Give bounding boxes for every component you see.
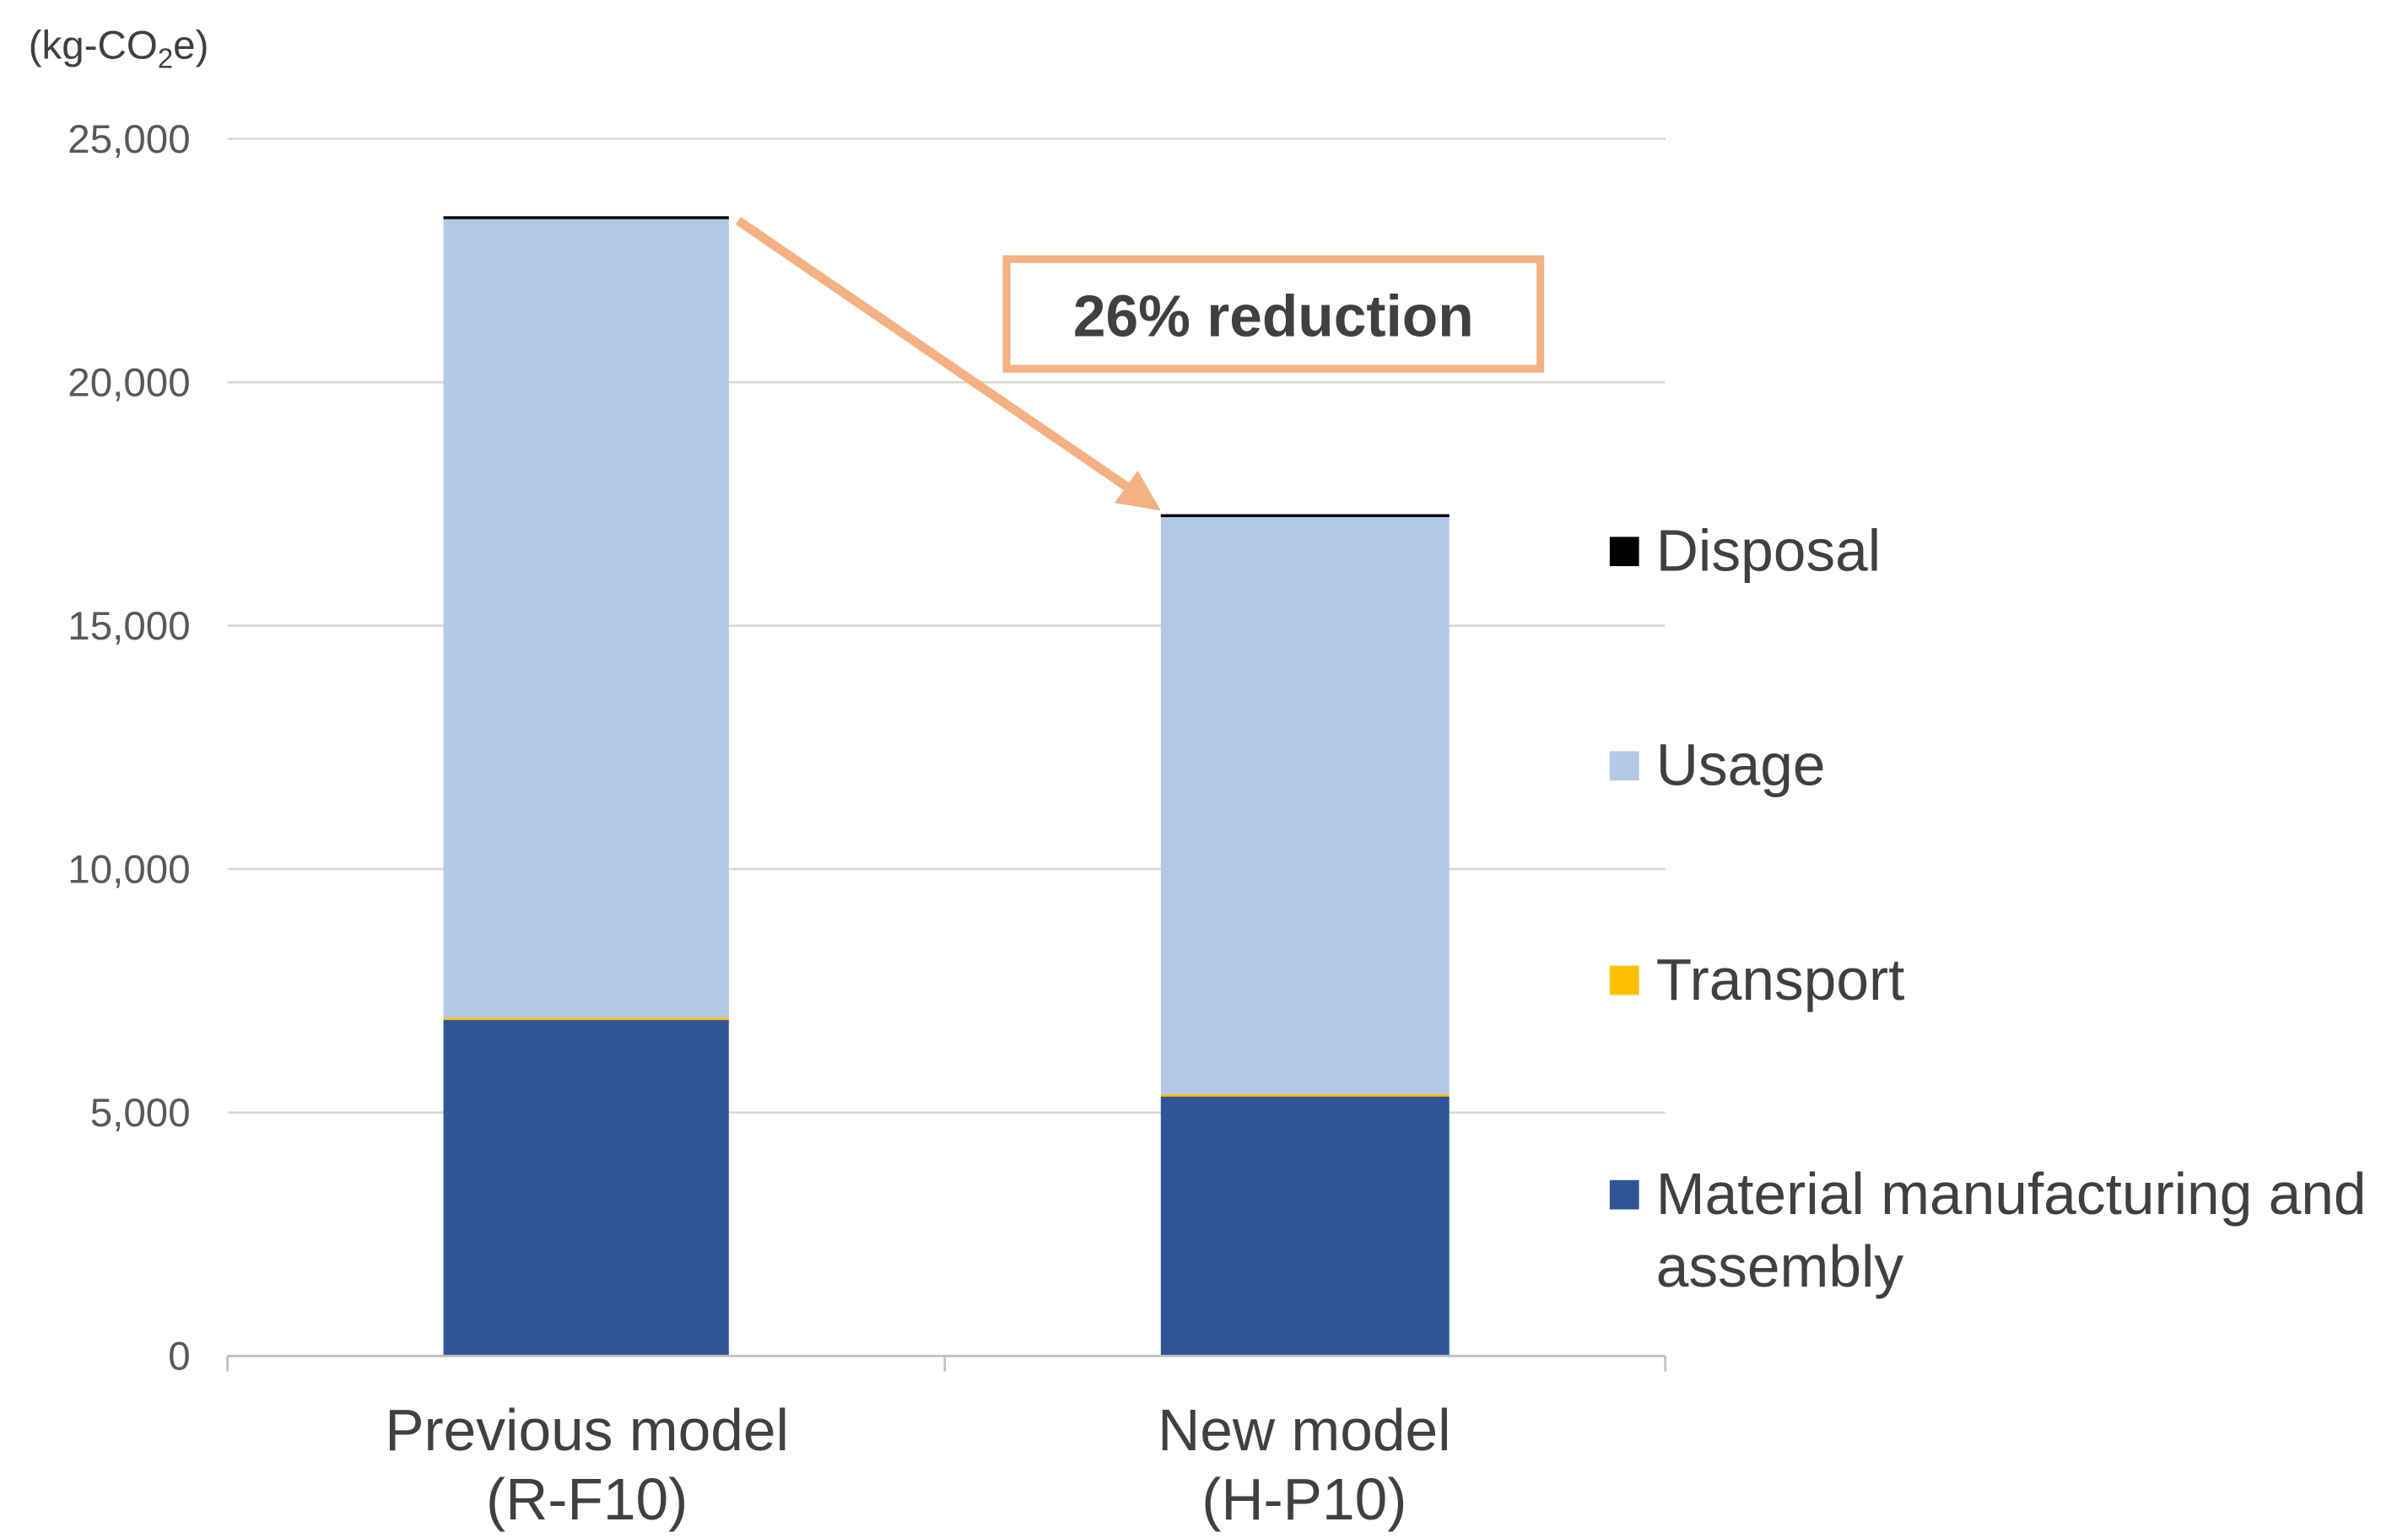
x-category-label: (R-F10) <box>486 1466 688 1532</box>
y-tick-label: 5,000 <box>90 1091 191 1136</box>
reduction-annotation: 26% reduction <box>735 216 1545 511</box>
arrow-head-icon <box>1114 470 1161 511</box>
bars <box>443 216 1450 1357</box>
bar-segment-disposal <box>1160 514 1450 517</box>
annotation-box <box>1002 255 1545 373</box>
legend-swatch <box>1609 537 1639 567</box>
legend-label: Disposal <box>1656 518 1881 584</box>
y-tick-label: 20,000 <box>67 361 190 406</box>
y-tick-label: 25,000 <box>67 117 190 162</box>
annotation-text: 26% reduction <box>1073 283 1474 349</box>
x-category-label: (H-P10) <box>1201 1466 1406 1532</box>
y-tick-label: 10,000 <box>67 848 190 893</box>
y-tick-label: 15,000 <box>67 604 190 649</box>
y-axis-unit-label: (kg-CO2e) <box>29 23 209 73</box>
x-category-label: Previous model <box>385 1397 789 1463</box>
bar-segment-transport <box>443 1017 729 1021</box>
legend-label: assembly <box>1656 1233 1904 1299</box>
bar-segment-transport <box>1160 1093 1450 1097</box>
x-category-label: New model <box>1158 1397 1450 1463</box>
legend-label: Material manufacturing and <box>1656 1161 2367 1227</box>
bar-segment-material-manufacturing-and-assembly <box>443 1020 729 1357</box>
legend-label: Transport <box>1656 947 1905 1012</box>
bar-segment-usage <box>443 219 729 1018</box>
legend-swatch <box>1609 965 1639 996</box>
y-axis-ticks: 0 5,000 10,000 15,000 20,000 25,000 <box>67 117 190 1379</box>
y-tick-label: 0 <box>168 1335 190 1379</box>
reduction-arrow <box>735 216 1142 499</box>
legend-swatch <box>1609 751 1639 781</box>
legend-swatch <box>1609 1179 1639 1210</box>
bar-segment-material-manufacturing-and-assembly <box>1160 1096 1450 1357</box>
legend-label: Usage <box>1656 732 1826 798</box>
bar-segment-disposal <box>443 216 729 219</box>
bar-segment-usage <box>1160 516 1450 1094</box>
x-axis-category-labels: Previous model(R-F10) New model(H-P10) <box>385 1397 1450 1532</box>
